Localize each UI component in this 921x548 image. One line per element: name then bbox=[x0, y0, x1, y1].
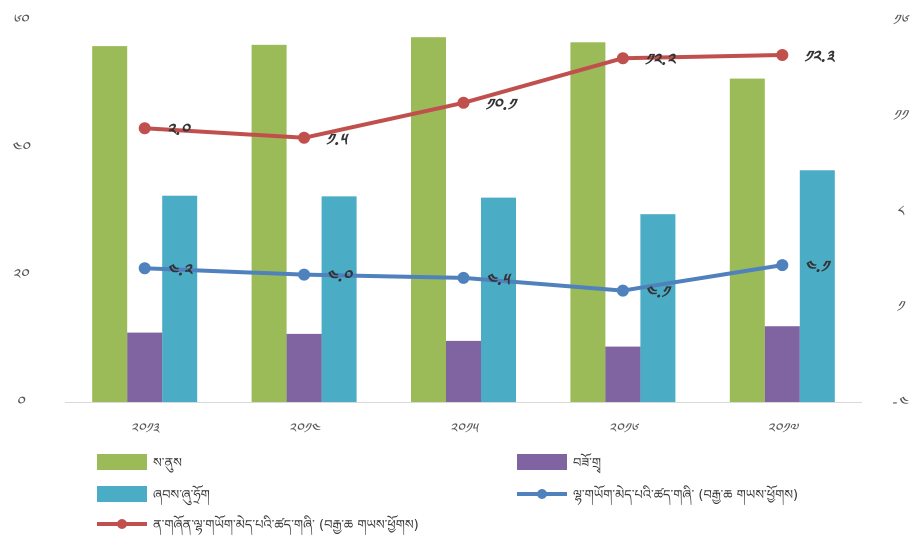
legend-swatch-marker bbox=[537, 489, 547, 499]
bar bbox=[640, 214, 676, 402]
bars bbox=[92, 37, 835, 403]
series-point bbox=[616, 52, 629, 65]
legend-swatch bbox=[97, 454, 147, 470]
bar bbox=[481, 197, 516, 402]
series-point bbox=[138, 122, 151, 135]
bar bbox=[570, 42, 606, 403]
data-label: ༤.༥ bbox=[486, 270, 513, 289]
right-tick-label: ༨ bbox=[896, 202, 905, 220]
x-tick-label: ༢༠༡༣ bbox=[130, 421, 160, 437]
bar bbox=[411, 37, 446, 402]
left-tick-label: ༢༠ bbox=[12, 266, 30, 284]
data-label: ༡༢.༣ bbox=[804, 47, 836, 66]
left-axis-ticks: ༠ ༢༠ ༤༠ ༦༠ bbox=[11, 11, 31, 411]
right-axis-ticks: -༤ ༡ ༨ ༡༡ ༡༦ bbox=[892, 11, 910, 411]
bar bbox=[799, 170, 835, 402]
bar bbox=[605, 346, 641, 402]
series-point bbox=[616, 284, 629, 297]
lines: ༤.༢ ༤.༠ ༤.༥ ༤.༡ ༤.༡ ༢.༠ ༡.༥ ༡༠.༡ ༡༢.༢ ༡༢.༣ bbox=[138, 47, 836, 302]
series-point bbox=[298, 268, 311, 281]
data-label: ༤.༢ bbox=[167, 260, 194, 279]
data-label: ༢.༠ bbox=[167, 120, 192, 139]
data-label: ༤.༡ bbox=[645, 283, 673, 302]
series-point bbox=[457, 271, 470, 284]
x-tick-label: ༢༠༡༧ bbox=[767, 421, 800, 437]
data-label: ༤.༠ bbox=[326, 267, 354, 286]
legend-swatch bbox=[97, 486, 147, 502]
x-tick-label: ༢༠༡༥ bbox=[450, 421, 480, 437]
bar bbox=[286, 333, 322, 402]
legend-label: ས་ནུས bbox=[153, 456, 182, 473]
x-tick-label: ༢༠༡༦ bbox=[608, 421, 640, 437]
right-tick-label: -༤ bbox=[892, 393, 909, 411]
x-axis-ticks: ༢༠༡༣ ༢༠༡༤ ༢༠༡༥ ༢༠༡༦ ༢༠༡༧ bbox=[130, 421, 799, 437]
right-tick-label: ༡༦ bbox=[892, 11, 909, 29]
left-tick-label: ༦༠ bbox=[12, 11, 30, 29]
data-label: ༤.༡ bbox=[804, 257, 832, 276]
legend-swatch-marker bbox=[117, 519, 127, 529]
bar bbox=[251, 44, 287, 403]
legend: ས་ནུས བཟོ་གྲྭ ཞབས་ཞུ་ཧྲོག ལྷ་གཡོག་མེད་པའི་ཚ… bbox=[97, 452, 798, 536]
right-tick-label: ༡༡ bbox=[893, 107, 910, 125]
legend-label: ལྷ་གཡོག་མེད་པའི་ཚད་གཞི་ (བརྒྱ་ཆ གཡས་ཕྱོག… bbox=[573, 484, 798, 506]
series-point bbox=[138, 262, 151, 275]
legend-swatch bbox=[517, 454, 567, 470]
data-label: ༡༠.༡ bbox=[486, 95, 519, 114]
legend-label: ཞབས་ཞུ་ཧྲོག bbox=[153, 484, 210, 506]
bar bbox=[92, 46, 128, 402]
legend-label: བཟོ་གྲྭ bbox=[573, 452, 601, 474]
x-tick-label: ༢༠༡༤ bbox=[288, 421, 321, 437]
left-tick-label: ༠ bbox=[16, 393, 26, 411]
bar bbox=[127, 332, 163, 402]
series-point bbox=[776, 259, 789, 272]
bar bbox=[162, 195, 198, 402]
data-label: ༡.༥ bbox=[326, 130, 349, 149]
right-tick-label: ༡ bbox=[896, 298, 906, 316]
bar bbox=[321, 196, 357, 402]
bar bbox=[764, 326, 800, 402]
bar bbox=[446, 340, 481, 402]
data-label: ༡༢.༢ bbox=[645, 50, 677, 69]
series-line bbox=[144, 53, 783, 140]
left-tick-label: ༤༠ bbox=[11, 138, 31, 156]
series-point bbox=[776, 49, 789, 62]
legend-label: ན་གཞོན་ལྷ་གཡོག་མེད་པའི་ཚད་གཞི་ (བརྒྱ་ཆ ག… bbox=[153, 514, 419, 536]
series-point bbox=[457, 96, 470, 109]
series-point bbox=[298, 131, 311, 144]
bar bbox=[729, 78, 765, 402]
